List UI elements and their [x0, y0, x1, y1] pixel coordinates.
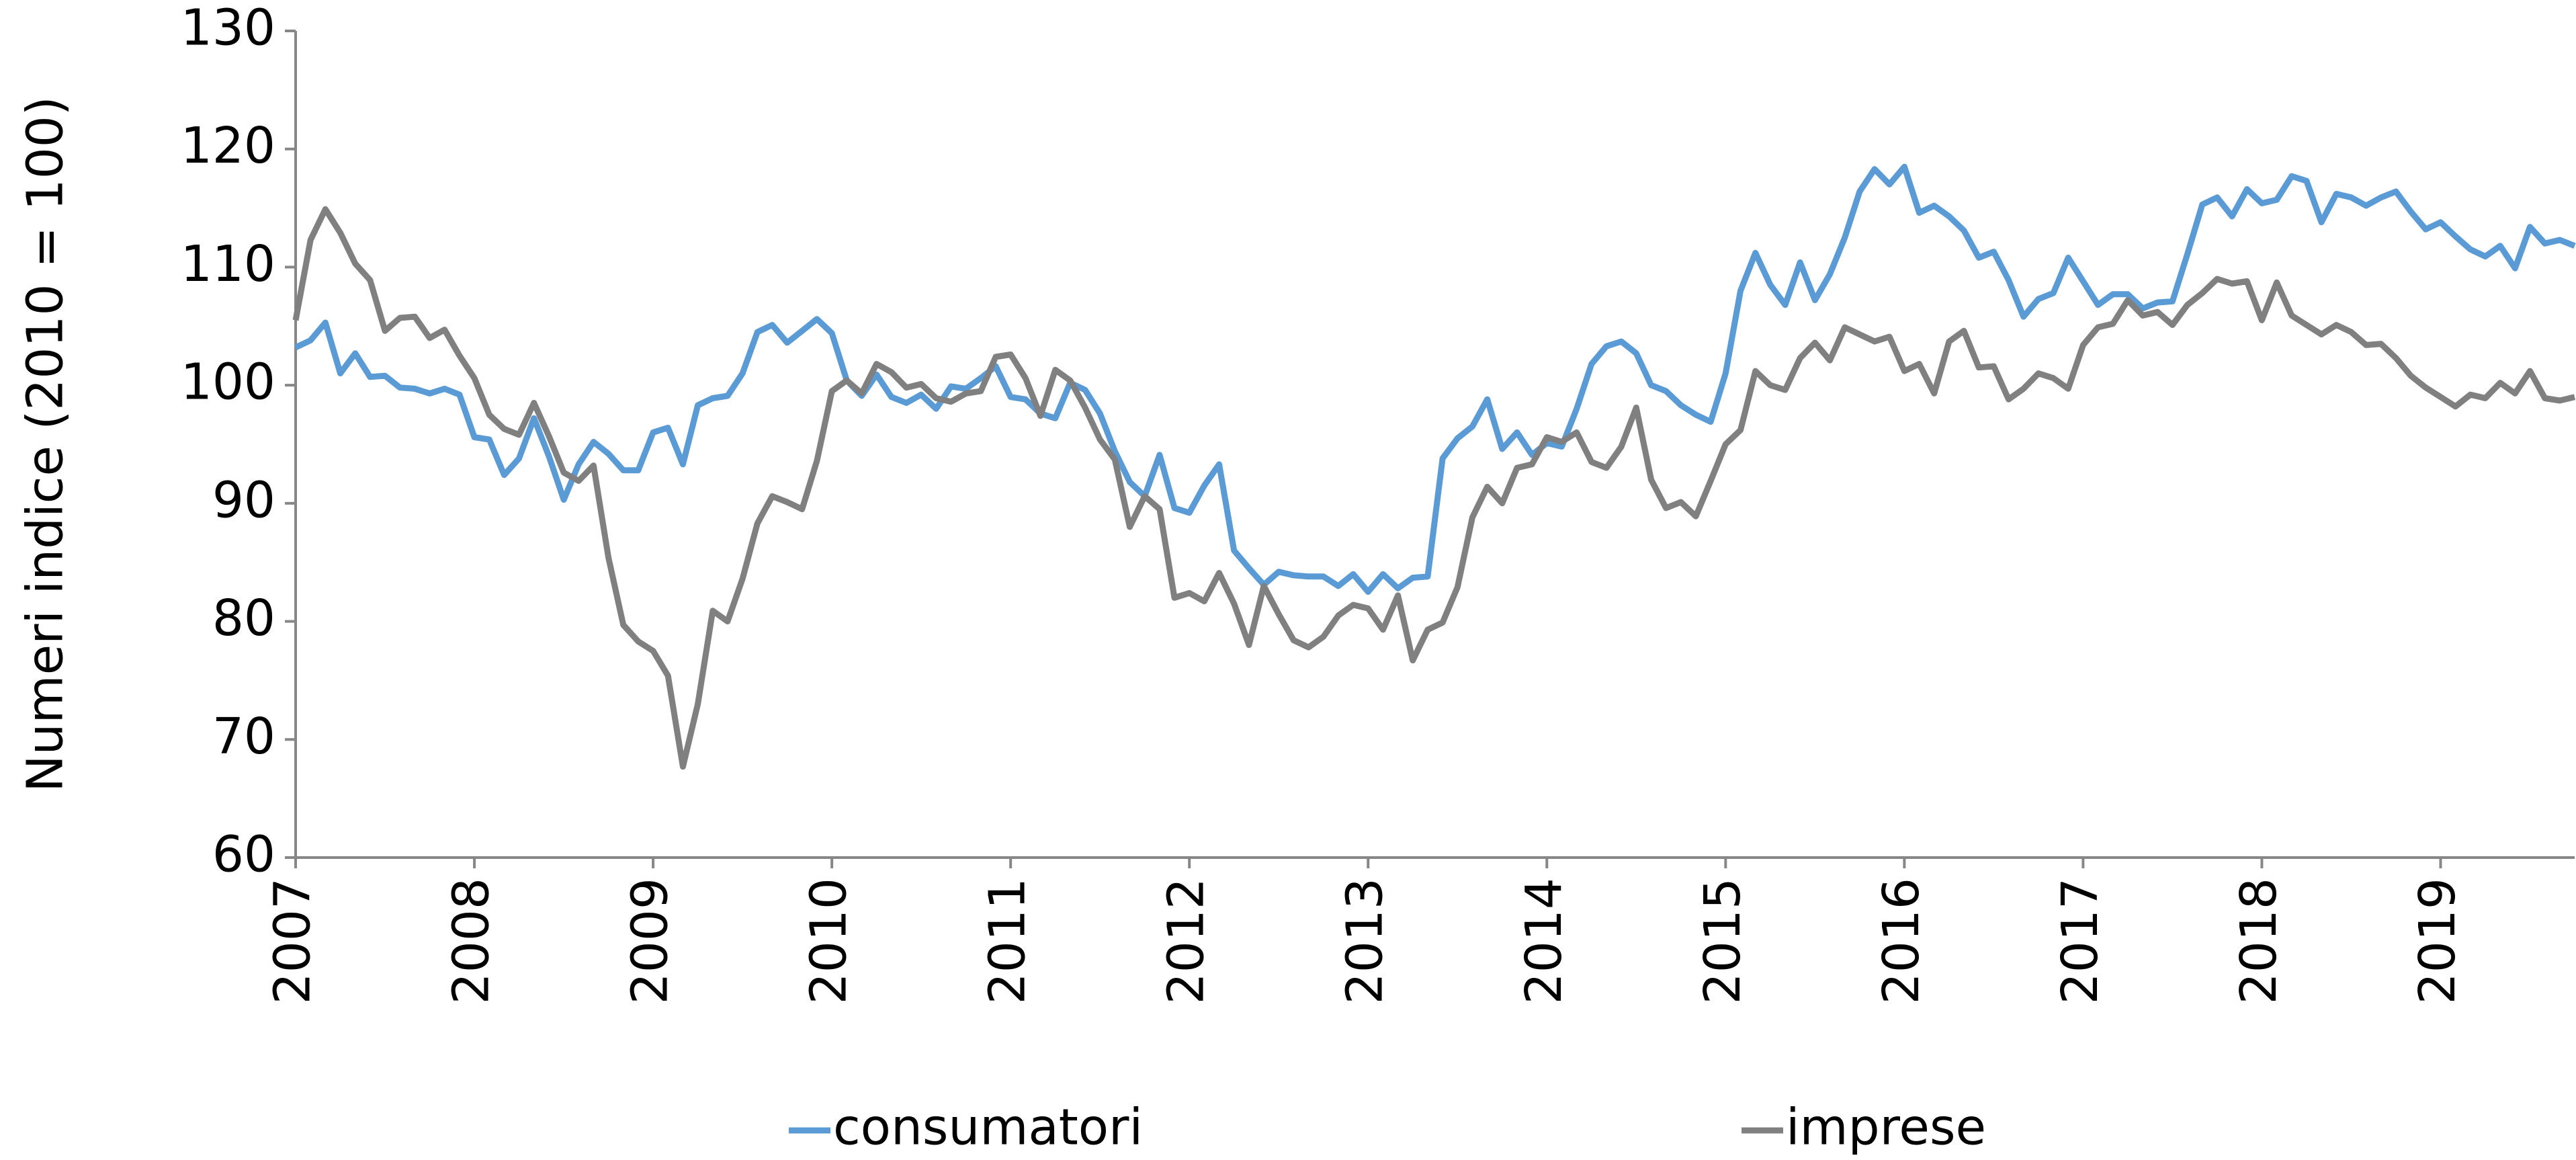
x-tick-label: 2011 [979, 878, 1037, 1004]
x-tick-label: 2014 [1515, 878, 1573, 1004]
legend-label: imprese [1786, 1099, 1986, 1157]
y-tick-label: 60 [212, 826, 275, 884]
y-tick-label: 130 [181, 0, 275, 57]
y-tick-label: 120 [181, 117, 275, 175]
y-tick-label: 110 [181, 235, 275, 293]
x-tick-label: 2012 [1158, 878, 1215, 1004]
x-tick-label: 2013 [1336, 878, 1394, 1004]
x-tick-label: 2009 [621, 878, 679, 1004]
x-tick-label: 2008 [443, 878, 501, 1004]
x-tick-label: 2017 [2051, 878, 2109, 1004]
x-tick-label: 2019 [2409, 878, 2466, 1004]
line-series [294, 163, 2576, 595]
x-tick-label: 2010 [800, 878, 858, 1004]
y-tick-label: 90 [212, 471, 275, 529]
y-tick-label: 80 [212, 589, 275, 647]
x-tick-label: 2015 [1694, 878, 1752, 1004]
x-tick-label: 2016 [1873, 878, 1930, 1004]
legend-label: consumatori [833, 1099, 1143, 1157]
x-tick-label: 2018 [2230, 878, 2288, 1004]
y-tick-label: 70 [212, 708, 275, 765]
line-series [292, 206, 2576, 770]
x-tick-label: 2007 [264, 878, 322, 1004]
y-axis-label: Numeri indice (2010 = 100) [17, 96, 75, 792]
y-tick-label: 100 [181, 354, 275, 411]
